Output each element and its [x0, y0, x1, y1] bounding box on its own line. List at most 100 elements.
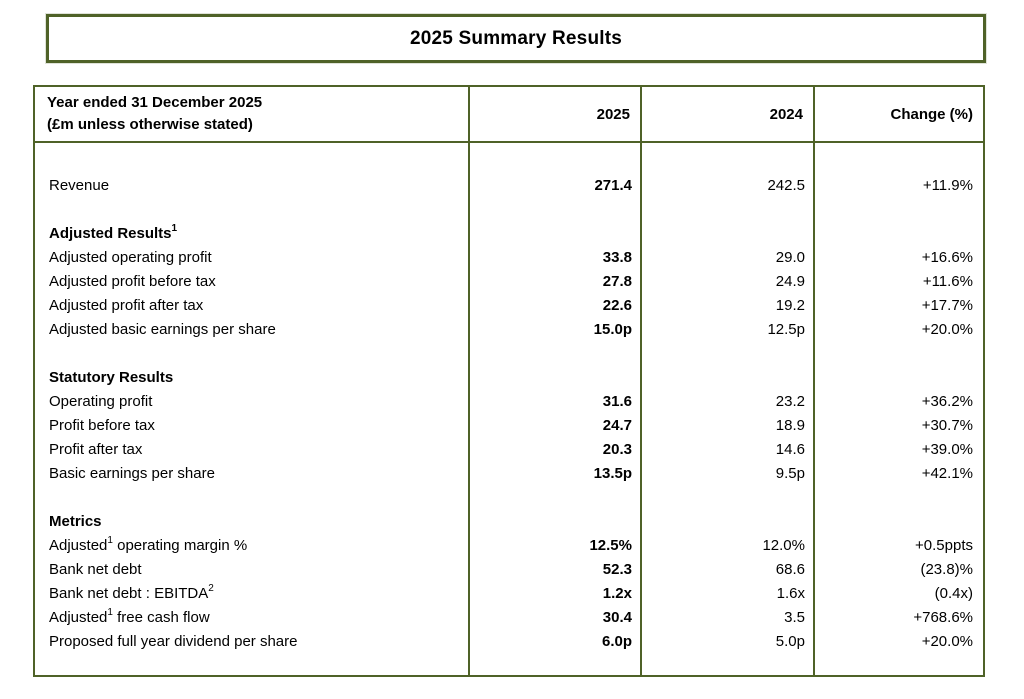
row-value-change: +11.6% — [922, 273, 973, 290]
row-value-change — [815, 150, 983, 174]
table-row: Adjusted1 free cash flow 30.4 3.5 +768.6… — [35, 606, 983, 630]
row-value-change — [815, 342, 983, 366]
row-label-text: Adjusted — [49, 537, 108, 554]
row-value-change: (0.4x) — [934, 585, 973, 602]
row-label: Basic earnings per share — [35, 462, 470, 486]
header-cell-change: Change (%) — [890, 105, 974, 123]
row-label: Statutory Results — [35, 366, 470, 390]
row-label-text: Adjusted profit before tax — [49, 273, 216, 290]
row-value-2025 — [470, 486, 642, 510]
row-value-2025: 22.6 — [602, 297, 632, 314]
row-value-2024: 9.5p — [775, 465, 805, 482]
row-label: Bank net debt — [35, 558, 470, 582]
row-value-2024 — [642, 198, 815, 222]
row-label: Adjusted1 free cash flow — [35, 606, 470, 630]
row-value-2025 — [470, 342, 642, 366]
row-value-change — [815, 222, 983, 246]
row-value-2025: 52.3 — [602, 561, 632, 578]
row-value-2025 — [470, 150, 642, 174]
row-value-2024 — [642, 366, 815, 390]
row-value-2024: 14.6 — [775, 441, 805, 458]
table-row: Adjusted basic earnings per share 15.0p … — [35, 318, 983, 342]
table-header-row: Year ended 31 December 2025 (£m unless o… — [35, 87, 983, 143]
row-value-2024: 23.2 — [775, 393, 805, 410]
column-divider — [813, 143, 815, 675]
table-row: Statutory Results — [35, 366, 983, 390]
row-label-text: Adjusted — [49, 609, 108, 626]
table-row: Adjusted Results1 — [35, 222, 983, 246]
row-label: Adjusted operating profit — [35, 246, 470, 270]
table-row: Operating profit 31.6 23.2 +36.2% — [35, 390, 983, 414]
row-value-change: +16.6% — [921, 249, 973, 266]
row-value-2024: 18.9 — [775, 417, 805, 434]
row-value-change: +17.7% — [921, 297, 973, 314]
row-label-text: Revenue — [49, 177, 110, 194]
row-label: Metrics — [35, 510, 470, 534]
header-label-line2: (£m unless otherwise stated) — [47, 116, 253, 133]
row-value-2024: 5.0p — [775, 633, 805, 650]
footnote-marker: 1 — [107, 535, 113, 546]
row-value-2025: 12.5% — [589, 537, 632, 554]
footnote-marker: 1 — [107, 607, 113, 618]
table-row — [35, 198, 983, 222]
row-label: Revenue — [35, 174, 470, 198]
row-value-change — [815, 486, 983, 510]
table-row: Basic earnings per share 13.5p 9.5p +42.… — [35, 462, 983, 486]
row-value-2025 — [470, 366, 642, 390]
row-label: Profit before tax — [35, 414, 470, 438]
table-row — [35, 486, 983, 510]
row-label — [35, 150, 470, 174]
row-value-2025: 30.4 — [602, 609, 632, 626]
row-label — [35, 486, 470, 510]
row-label: Adjusted basic earnings per share — [35, 318, 470, 342]
row-label-text: Bank net debt — [49, 561, 142, 578]
column-divider — [468, 143, 470, 675]
table-row: Revenue 271.4 242.5 +11.9% — [35, 174, 983, 198]
header-cell-2025: 2025 — [470, 87, 642, 141]
row-value-2024: 19.2 — [775, 297, 805, 314]
row-value-2025: 271.4 — [594, 177, 632, 194]
row-label-text: Operating profit — [49, 393, 153, 410]
row-value-2024: 1.6x — [776, 585, 805, 602]
row-value-change: +42.1% — [921, 465, 973, 482]
table-row: Adjusted operating profit 33.8 29.0 +16.… — [35, 246, 983, 270]
row-value-change — [815, 198, 983, 222]
row-label-text: Proposed full year dividend per share — [49, 633, 298, 650]
column-divider — [640, 143, 642, 675]
row-value-2025: 1.2x — [602, 585, 632, 602]
row-value-2024: 12.5p — [767, 321, 805, 338]
row-value-change: +20.0% — [921, 321, 973, 338]
row-label-text: Adjusted operating profit — [49, 249, 212, 266]
table-row: Adjusted profit before tax 27.8 24.9 +11… — [35, 270, 983, 294]
row-label: Adjusted profit after tax — [35, 294, 470, 318]
row-label-text: Profit after tax — [49, 441, 143, 458]
table-row: Adjusted1 operating margin % 12.5% 12.0%… — [35, 534, 983, 558]
row-label-text: Adjusted profit after tax — [49, 297, 204, 314]
row-value-2025: 24.7 — [602, 417, 632, 434]
row-value-change — [815, 366, 983, 390]
row-value-change: +39.0% — [921, 441, 973, 458]
row-label: Operating profit — [35, 390, 470, 414]
title-banner: 2025 Summary Results — [46, 14, 986, 63]
page-title: 2025 Summary Results — [409, 27, 623, 49]
row-label-text: Basic earnings per share — [49, 465, 215, 482]
row-value-change — [815, 510, 983, 534]
row-value-change: +20.0% — [921, 633, 973, 650]
header-cell-label: Year ended 31 December 2025 (£m unless o… — [35, 87, 470, 141]
summary-results-table: Year ended 31 December 2025 (£m unless o… — [33, 85, 985, 677]
row-label: Proposed full year dividend per share — [35, 630, 470, 654]
row-value-change: +11.9% — [922, 177, 973, 194]
table-row: Profit after tax 20.3 14.6 +39.0% — [35, 438, 983, 462]
row-label: Adjusted Results1 — [35, 222, 470, 246]
row-value-2024: 24.9 — [775, 273, 805, 290]
row-value-2024: 12.0% — [762, 537, 805, 554]
row-label: Adjusted1 operating margin % — [35, 534, 470, 558]
row-value-2025: 31.6 — [602, 393, 632, 410]
row-value-2024: 29.0 — [775, 249, 805, 266]
row-value-2024: 3.5 — [784, 609, 805, 626]
row-value-2025: 33.8 — [602, 249, 632, 266]
row-value-2024 — [642, 150, 815, 174]
row-value-change: +0.5ppts — [915, 537, 973, 554]
row-value-2025 — [470, 222, 642, 246]
row-value-2024 — [642, 510, 815, 534]
